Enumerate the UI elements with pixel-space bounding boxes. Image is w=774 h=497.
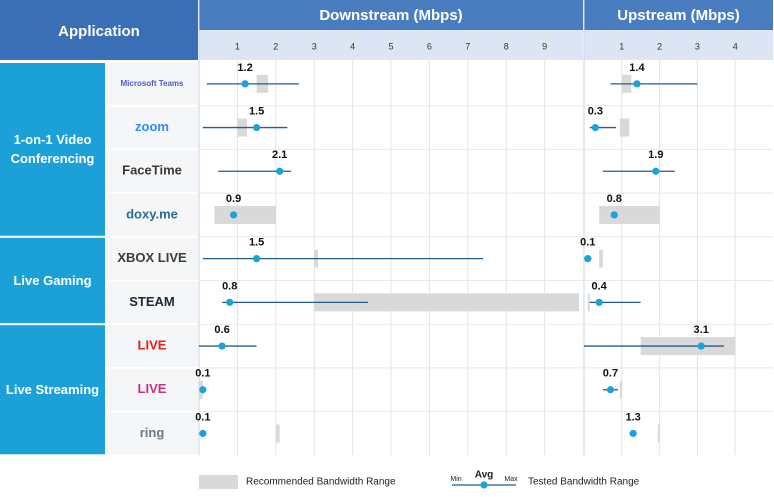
recommended-range: [619, 118, 630, 137]
avg-dot: [253, 255, 261, 263]
avg-label: 0.8: [222, 280, 237, 292]
recommended-range: [314, 293, 580, 312]
avg-dot: [652, 167, 660, 175]
x-tick-label: 9: [542, 41, 547, 51]
avg-label: 1.9: [648, 149, 663, 161]
panel-title: Downstream (Mbps): [319, 7, 462, 24]
avg-label: 1.2: [237, 62, 252, 74]
avg-dot: [241, 80, 249, 88]
app-label: LIVE: [138, 337, 167, 352]
logo-cell: [107, 194, 198, 236]
avg-dot: [595, 298, 603, 306]
group-label: Live Streaming: [5, 382, 100, 398]
logo-cell: [107, 368, 198, 411]
group-cell: [0, 63, 105, 236]
recommended-range: [599, 249, 603, 268]
panel-header: [584, 0, 773, 30]
x-tick-label: 6: [427, 41, 432, 51]
avg-dot: [591, 123, 599, 132]
avg-dot: [610, 211, 618, 219]
avg-dot: [606, 386, 615, 394]
avg-dot: [229, 211, 238, 219]
avg-dot: [584, 255, 592, 263]
app-label: doxy.me: [126, 206, 178, 221]
avg-label: 0.7: [603, 368, 618, 380]
avg-label: 1.4: [629, 62, 645, 74]
header-title: Application: [58, 23, 140, 40]
avg-label: 2.1: [272, 149, 287, 161]
legend-label: Recommended Bandwidth Range: [246, 477, 396, 488]
tick-band: [584, 30, 773, 60]
avg-dot: [697, 342, 705, 350]
app-label: Microsoft Teams: [121, 79, 185, 88]
avg-dot: [276, 167, 284, 175]
legend-swatch: [199, 475, 238, 489]
avg-label: 1.5: [249, 237, 264, 249]
recommended-range: [657, 424, 660, 443]
group-label: 1-on-1 Video Conferencing: [10, 132, 95, 167]
avg-label: 0.1: [195, 411, 210, 423]
group-label: Live Gaming: [13, 272, 92, 288]
app-label: STEAM: [129, 294, 175, 309]
logo-cell: [107, 412, 198, 455]
avg-dot: [633, 80, 641, 88]
x-tick-label: 7: [465, 41, 470, 51]
x-tick-label: 2: [273, 41, 278, 51]
avg-label: 3.1: [694, 324, 709, 336]
x-tick-label: 8: [504, 41, 509, 51]
logo-cell: [107, 325, 198, 367]
avg-dot: [253, 123, 261, 132]
avg-label: 0.1: [195, 368, 210, 380]
recommended-range: [587, 293, 590, 312]
x-tick-label: 4: [733, 41, 738, 51]
recommended-range: [619, 380, 622, 399]
x-tick-label: 2: [657, 41, 662, 51]
x-tick-label: 4: [350, 41, 355, 51]
app-label: ring: [140, 425, 165, 440]
avg-dot: [226, 298, 234, 306]
avg-label: 0.3: [588, 105, 603, 117]
app-label: FaceTime: [122, 163, 182, 178]
avg-dot: [199, 386, 207, 394]
x-tick-label: 1: [619, 41, 624, 51]
avg-label: 1.5: [249, 105, 264, 117]
panel-title: Upstream (Mbps): [617, 7, 740, 24]
group-cell: [0, 237, 105, 324]
avg-label: 0.6: [214, 324, 229, 336]
app-label: zoom: [135, 119, 169, 134]
x-tick-label: 3: [312, 41, 317, 51]
avg-dot: [199, 429, 207, 438]
logo-cell: [107, 106, 198, 149]
legend-avg: Avg: [475, 470, 494, 481]
header-cell: [0, 0, 198, 60]
x-tick-label: 5: [388, 41, 393, 51]
legend-min: Min: [450, 476, 461, 483]
x-tick-label: 3: [695, 41, 700, 51]
avg-label: 0.4: [591, 280, 607, 292]
app-label: LIVE: [138, 381, 167, 396]
recommended-range: [275, 424, 280, 443]
avg-dot: [629, 429, 637, 438]
group-cell: [0, 325, 105, 455]
recommended-range: [599, 205, 660, 224]
panel-header: [199, 0, 583, 30]
app-label: XBOX LIVE: [117, 250, 187, 265]
legend-dot: [480, 481, 488, 489]
logo-cell: [107, 150, 198, 193]
logo-cell: [107, 63, 198, 105]
x-tick-label: 1: [235, 41, 240, 51]
recommended-range: [214, 205, 276, 224]
avg-dot: [218, 342, 226, 350]
legend-label: Tested Bandwidth Range: [528, 477, 640, 488]
avg-label: 0.1: [580, 237, 595, 249]
legend-max: Max: [504, 476, 518, 483]
logo-cell: [107, 281, 198, 324]
avg-label: 1.3: [625, 411, 640, 423]
logo-cell: [107, 237, 198, 280]
avg-label: 0.9: [226, 193, 241, 205]
avg-label: 0.8: [607, 193, 622, 205]
